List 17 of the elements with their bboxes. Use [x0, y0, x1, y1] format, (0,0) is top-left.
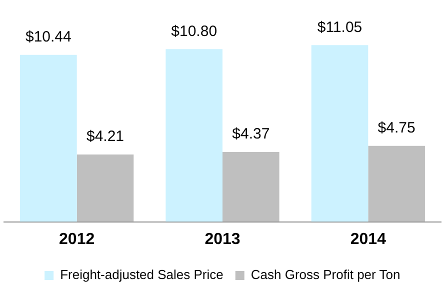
legend-label: Freight-adjusted Sales Price — [60, 267, 224, 282]
data-label: $4.21 — [86, 128, 124, 146]
bar — [166, 49, 222, 222]
data-label: $10.80 — [171, 22, 218, 40]
data-label: $4.37 — [232, 126, 270, 143]
bar — [222, 152, 280, 222]
bar — [368, 146, 425, 222]
data-label: $10.44 — [25, 28, 72, 46]
data-label: $11.05 — [317, 18, 362, 36]
bar — [76, 154, 134, 222]
x-tick-label: 2013 — [204, 230, 240, 248]
x-tick-label: 2014 — [350, 230, 386, 248]
bar — [20, 54, 77, 222]
bar — [311, 45, 368, 222]
legend-label: Cash Gross Profit per Ton — [250, 267, 400, 282]
data-label: $4.75 — [378, 120, 416, 137]
x-tick-label: 2012 — [59, 230, 95, 248]
